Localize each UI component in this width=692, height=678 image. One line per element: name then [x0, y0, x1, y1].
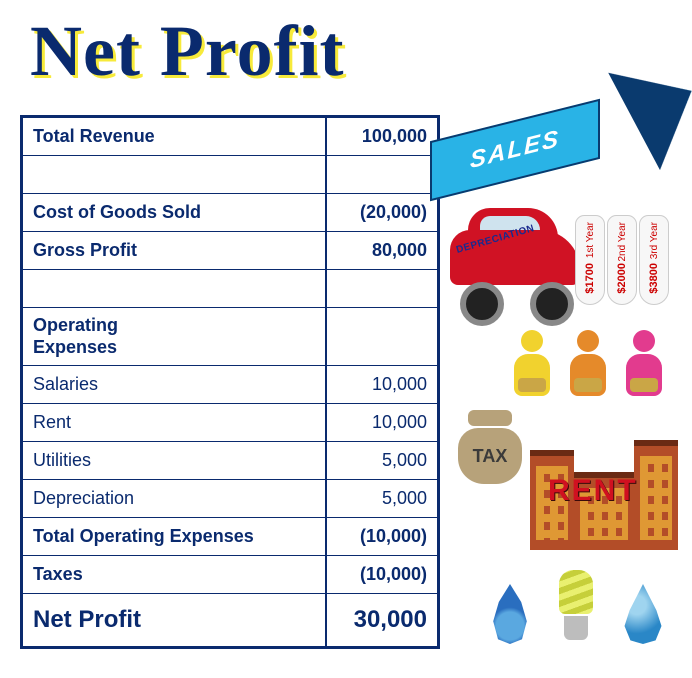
illustration-column: SALES DEPRECIATION 1st Year$17002nd Year…: [450, 70, 680, 670]
row-value: (20,000): [327, 194, 437, 231]
tax-graphic: TAX: [455, 410, 525, 490]
depreciation-tag: 3rd Year $3800: [639, 215, 669, 305]
row-value: [327, 308, 437, 365]
rent-graphic: RENT: [530, 430, 680, 550]
table-row: Total Operating Expenses(10,000): [23, 518, 437, 556]
row-label: [23, 156, 327, 193]
row-label: Operating Expenses: [23, 308, 327, 365]
sales-label: SALES: [430, 99, 600, 201]
table-row: Rent10,000: [23, 404, 437, 442]
sales-arrow: SALES: [430, 70, 690, 200]
row-label: Total Operating Expenses: [23, 518, 327, 555]
rent-label: RENT: [548, 474, 638, 508]
depreciation-tags: 1st Year $1700 2nd Year$2000 3rd Year $3800: [575, 215, 669, 305]
table-row: Cost of Goods Sold(20,000): [23, 194, 437, 232]
building-icon: [634, 440, 678, 550]
tag-year: 2nd Year: [617, 222, 628, 262]
person-icon: [510, 330, 554, 410]
row-value: 10,000: [327, 366, 437, 403]
table-row: Operating Expenses: [23, 308, 437, 366]
gas-flame-icon: [490, 584, 530, 644]
car-wheel-icon: [460, 282, 504, 326]
tag-year: 1st Year: [585, 222, 596, 258]
table-row: Taxes(10,000): [23, 556, 437, 594]
tag-amount: $3800: [648, 263, 660, 294]
row-label: Utilities: [23, 442, 327, 479]
tag-amount: $1700: [584, 263, 596, 294]
person-icon: [622, 330, 666, 410]
page-title: Net Profit: [30, 10, 345, 93]
row-label: Cost of Goods Sold: [23, 194, 327, 231]
car-wheel-icon: [530, 282, 574, 326]
water-drop-icon: [622, 584, 664, 644]
row-value: 30,000: [327, 594, 437, 646]
utilities-graphic: [490, 570, 664, 644]
table-row: [23, 270, 437, 308]
row-value: 10,000: [327, 404, 437, 441]
table-row: Gross Profit80,000: [23, 232, 437, 270]
row-label: Rent: [23, 404, 327, 441]
salaries-graphic: [510, 330, 666, 410]
row-label: Salaries: [23, 366, 327, 403]
row-label: Gross Profit: [23, 232, 327, 269]
row-value: 100,000: [327, 118, 437, 155]
person-icon: [566, 330, 610, 410]
row-value: 5,000: [327, 480, 437, 517]
row-value: 5,000: [327, 442, 437, 479]
table-row: Salaries10,000: [23, 366, 437, 404]
depreciation-tag: 1st Year $1700: [575, 215, 605, 305]
table-row: Net Profit30,000: [23, 594, 437, 646]
row-value: (10,000): [327, 556, 437, 593]
arrow-head-icon: [615, 47, 692, 163]
row-label: Net Profit: [23, 594, 327, 646]
tax-label: TAX: [458, 428, 522, 484]
money-bag-top-icon: [468, 410, 512, 426]
depreciation-tag: 2nd Year$2000: [607, 215, 637, 305]
row-value: 80,000: [327, 232, 437, 269]
table-row: [23, 156, 437, 194]
row-value: (10,000): [327, 518, 437, 555]
table-row: Utilities5,000: [23, 442, 437, 480]
tag-amount: $2000: [616, 263, 628, 294]
row-label: Total Revenue: [23, 118, 327, 155]
depreciation-graphic: DEPRECIATION 1st Year$17002nd Year$20003…: [450, 200, 680, 320]
row-label: [23, 270, 327, 307]
row-label: Taxes: [23, 556, 327, 593]
table-row: Total Revenue100,000: [23, 118, 437, 156]
row-value: [327, 270, 437, 307]
row-label: Depreciation: [23, 480, 327, 517]
tag-year: 3rd Year: [649, 222, 660, 259]
row-value: [327, 156, 437, 193]
lightbulb-icon: [554, 570, 598, 644]
table-row: Depreciation5,000: [23, 480, 437, 518]
profit-table: Total Revenue100,000 Cost of Goods Sold(2…: [20, 115, 440, 649]
